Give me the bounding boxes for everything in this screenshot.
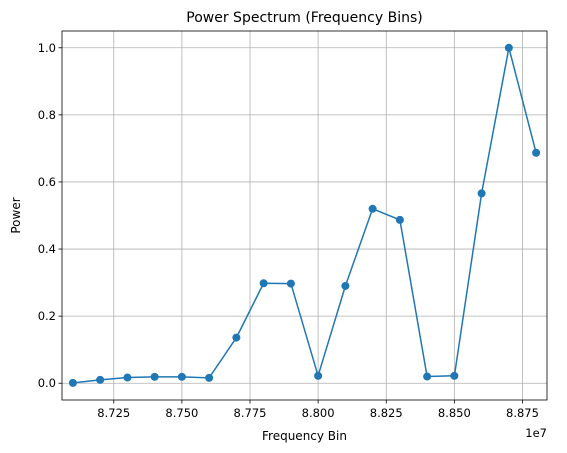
y-axis-label: Power [9, 197, 23, 233]
x-tick-label: 8.750 [165, 406, 198, 420]
data-point [123, 373, 132, 382]
x-tick-label: 8.800 [302, 406, 335, 420]
data-point [150, 372, 159, 381]
x-tick-label: 8.875 [506, 406, 539, 420]
data-point [286, 279, 295, 288]
data-point [68, 378, 77, 387]
y-tick-label: 0.0 [38, 376, 56, 390]
grid [62, 31, 547, 400]
data-line [72, 47, 537, 384]
data-point [205, 373, 214, 382]
x-tick-label: 8.825 [370, 406, 403, 420]
plot-frame [61, 30, 548, 401]
data-point [96, 375, 105, 384]
data-point [504, 43, 513, 52]
y-tick-label: 0.8 [38, 108, 56, 122]
data-point [450, 371, 459, 380]
ticks: 8.725 8.750 8.775 8.800 8.825 8.850 8.875 0.0 0.… [38, 41, 539, 420]
y-tick-label: 1.0 [38, 41, 56, 55]
y-tick-label: 0.6 [38, 175, 56, 189]
data-point [177, 372, 186, 381]
x-axis-label: Frequency Bin [262, 429, 347, 443]
data-point [314, 371, 323, 380]
y-tick-label: 0.4 [38, 242, 56, 256]
data-point [259, 279, 268, 288]
data-point [395, 215, 404, 224]
chart-title: Power Spectrum (Frequency Bins) [186, 10, 422, 26]
x-tick-label: 8.850 [438, 406, 471, 420]
x-tick-label: 8.725 [97, 406, 130, 420]
data-point [423, 372, 432, 381]
data-point [232, 333, 241, 342]
x-tick-label: 8.775 [234, 406, 267, 420]
y-tick-label: 0.2 [38, 309, 56, 323]
data-point [368, 204, 377, 213]
x-axis-offset-label: 1e7 [525, 426, 547, 440]
series-line [68, 43, 541, 387]
data-point [477, 189, 486, 198]
data-point [532, 148, 541, 157]
data-point [341, 281, 350, 290]
